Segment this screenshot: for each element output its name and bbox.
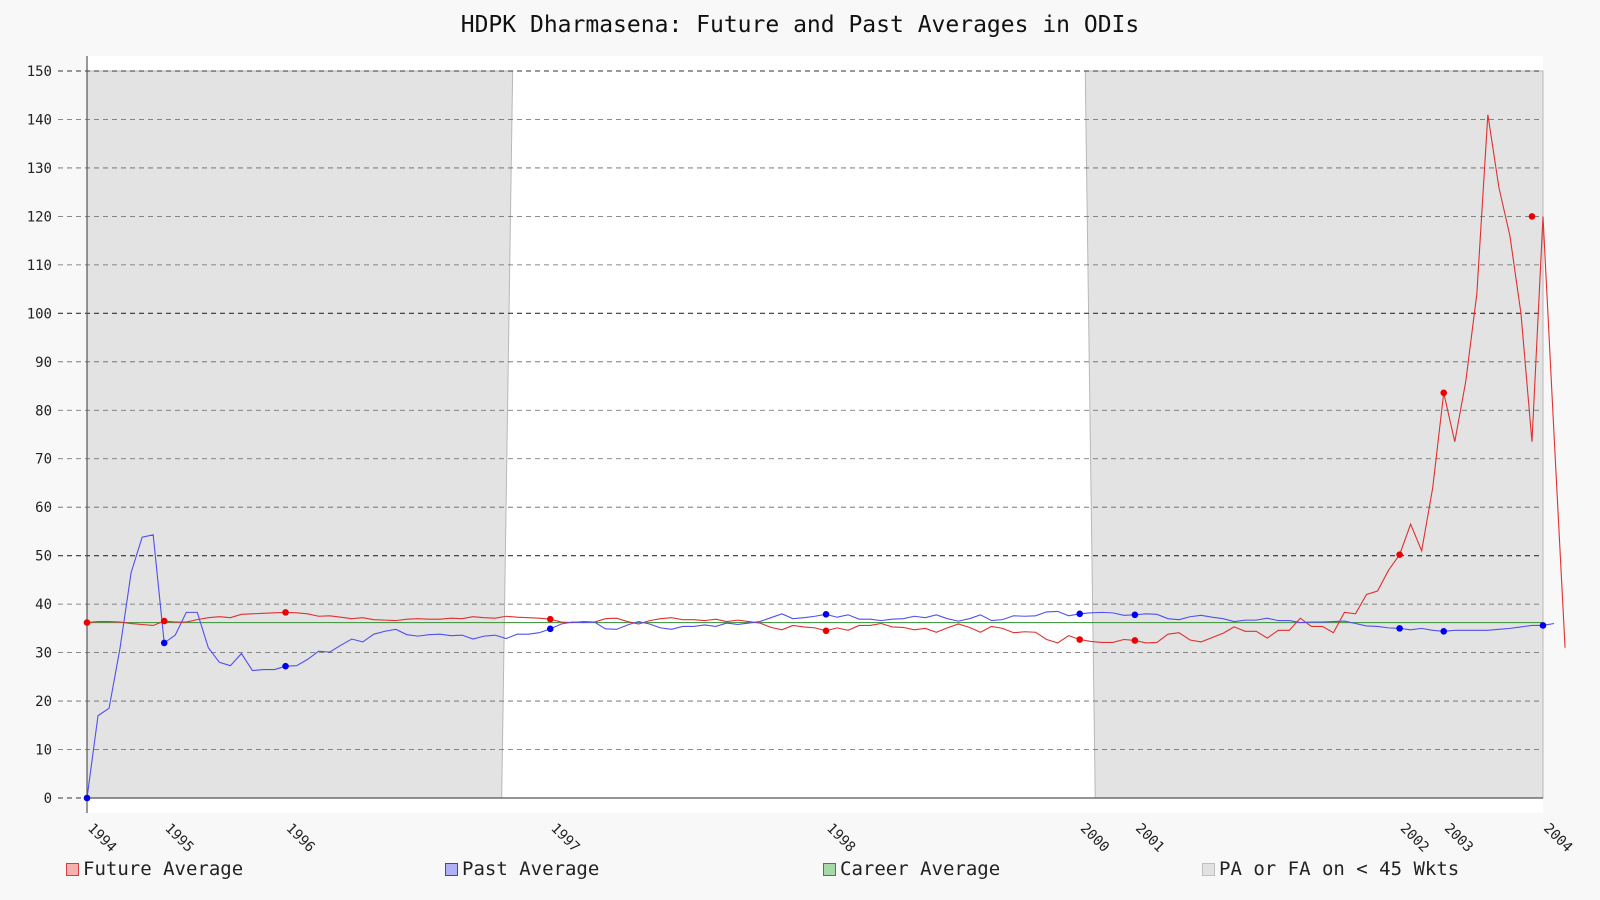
y-tick-label: 90 <box>35 355 52 371</box>
x-tick-label: 1996 <box>283 821 318 856</box>
y-tick-label: 80 <box>35 403 52 419</box>
legend-swatch-past <box>445 862 458 876</box>
x-tick-label: 1997 <box>547 821 582 856</box>
marker-past-average <box>546 625 554 633</box>
shaded-region <box>86 70 514 799</box>
legend-swatch-shade <box>1202 862 1215 876</box>
marker-past-average <box>822 611 830 618</box>
y-tick-label: 100 <box>27 306 52 322</box>
marker-past-average <box>1396 625 1403 632</box>
y-tick-label: 130 <box>27 161 52 177</box>
y-tick-label: 0 <box>44 791 52 807</box>
y-tick-label: 150 <box>27 64 52 80</box>
chart-plot: 0 10 20 30 40 50 60 70 80 90 100 110 120 130 140 150 19… <box>27 56 1575 856</box>
legend-swatch-future <box>66 862 79 876</box>
marker-past-average <box>1076 610 1084 618</box>
y-tick-label: 60 <box>35 500 52 516</box>
shaded-region <box>1084 70 1544 799</box>
y-tick-labels: 0 10 20 30 40 50 60 70 80 90 100 110 120 130 140 150 <box>27 64 52 807</box>
legend-swatch-career <box>823 862 836 876</box>
x-tick-label: 1998 <box>823 821 858 856</box>
legend-item-future-average[interactable]: Future Average <box>66 858 243 880</box>
legend-item-shaded-region[interactable]: PA or FA on < 45 Wkts <box>1202 858 1459 880</box>
marker-future-average <box>1396 551 1403 558</box>
y-tick-label: 50 <box>35 549 52 565</box>
marker-future-average <box>822 627 830 635</box>
grid-lines <box>58 70 1543 799</box>
marker-future-average <box>282 609 289 616</box>
legend-label-shade: PA or FA on < 45 Wkts <box>1219 858 1460 880</box>
marker-future-average <box>546 615 554 623</box>
x-tick-label: 2004 <box>1540 821 1575 856</box>
marker-past-average <box>1131 611 1139 619</box>
legend-item-past-average[interactable]: Past Average <box>445 858 599 880</box>
chart-legend: Future Average Past Average Career Avera… <box>0 858 1600 888</box>
legend-label-past: Past Average <box>462 858 600 880</box>
y-tick-label: 120 <box>27 209 52 225</box>
x-tick-label: 1994 <box>84 821 119 856</box>
x-tick-labels: 1994 1995 1996 1997 1998 2000 2001 2002 2003 2004 <box>84 821 1575 856</box>
y-tick-label: 20 <box>35 694 52 710</box>
chart-title: HDPK Dharmasena: Future and Past Average… <box>460 12 1140 38</box>
marker-future-average <box>1440 389 1448 397</box>
series-markers <box>83 213 1547 802</box>
x-tick-label: 2001 <box>1132 821 1167 856</box>
marker-past-average <box>160 639 168 647</box>
marker-future-average <box>1528 213 1536 220</box>
marker-future-average <box>1076 636 1084 643</box>
legend-label-future: Future Average <box>83 858 244 880</box>
shaded-regions <box>86 56 1544 813</box>
y-tick-label: 140 <box>27 112 52 128</box>
marker-future-average <box>160 617 168 625</box>
y-tick-label: 70 <box>35 452 52 468</box>
legend-label-career: Career Average <box>840 858 1001 880</box>
legend-item-career-average[interactable]: Career Average <box>823 858 1000 880</box>
marker-past-average <box>1440 627 1448 635</box>
y-tick-label: 30 <box>35 646 52 662</box>
x-tick-label: 2000 <box>1077 821 1112 856</box>
marker-future-average <box>83 619 91 626</box>
series-past-average-line <box>86 534 1555 799</box>
x-tick-label: 2003 <box>1441 821 1476 856</box>
y-tick-label: 40 <box>35 597 52 613</box>
marker-past-average <box>83 794 91 802</box>
marker-past-average <box>1539 622 1547 629</box>
y-tick-label: 10 <box>35 743 52 759</box>
marker-future-average <box>1131 637 1139 644</box>
x-tick-label: 1995 <box>161 821 196 856</box>
axes <box>86 56 1543 813</box>
x-tick-label: 2002 <box>1397 821 1432 856</box>
y-tick-label: 110 <box>27 258 52 274</box>
marker-past-average <box>282 662 289 670</box>
